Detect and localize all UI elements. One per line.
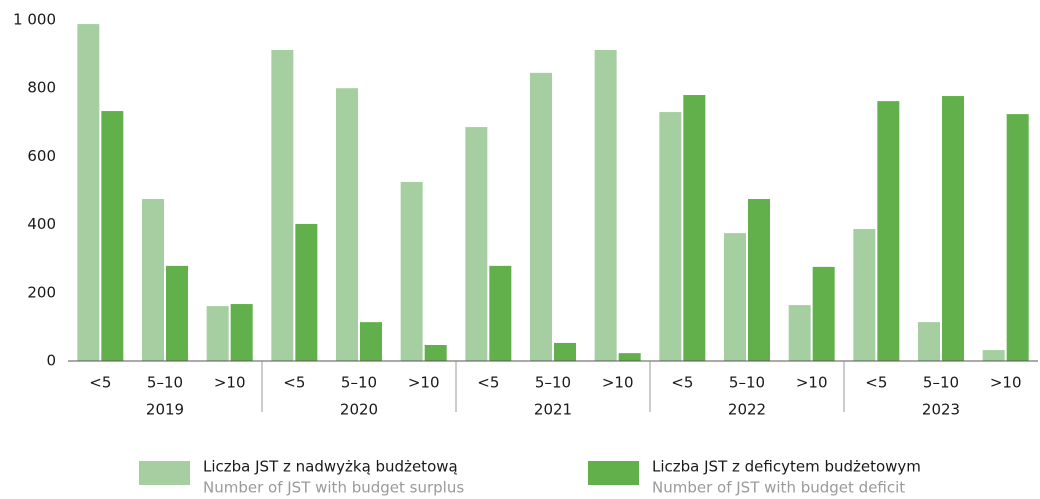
x-tick-label: 5–10 — [535, 374, 571, 392]
legend-swatch — [139, 461, 190, 485]
bar — [918, 322, 940, 361]
bar — [77, 24, 100, 361]
x-tick-label: >10 — [796, 374, 828, 392]
group-label: 2019 — [146, 401, 184, 419]
bar — [877, 101, 900, 362]
y-tick-label: 800 — [27, 79, 56, 97]
x-tick-label: 5–10 — [729, 374, 765, 392]
bar — [271, 50, 294, 362]
x-tick-label: >10 — [602, 374, 634, 392]
legend-label: Liczba JST z deficytem budżetowym — [652, 458, 921, 476]
x-tick-label: >10 — [408, 374, 440, 392]
legend-label-secondary: Number of JST with budget deficit — [652, 479, 905, 497]
legend-swatch — [588, 461, 639, 485]
bar — [166, 265, 188, 361]
bar — [594, 50, 617, 362]
bar — [812, 266, 835, 361]
y-tick-label: 200 — [27, 283, 56, 301]
bar — [659, 112, 682, 361]
y-tick-label: 400 — [27, 215, 56, 233]
y-tick-label: 600 — [27, 147, 56, 165]
group-label: 2021 — [534, 401, 572, 419]
bar — [465, 127, 488, 361]
bar — [530, 72, 552, 361]
x-tick-label: <5 — [671, 374, 693, 392]
bar — [400, 181, 423, 361]
x-tick-label: 5–10 — [147, 374, 183, 392]
x-tick-label: >10 — [214, 374, 246, 392]
bar — [230, 304, 253, 361]
bar — [101, 111, 124, 361]
group-label: 2022 — [728, 401, 766, 419]
bar — [489, 265, 512, 361]
bar — [554, 342, 576, 361]
bar — [853, 229, 876, 361]
bar — [1006, 114, 1029, 361]
x-tick-label: 5–10 — [341, 374, 377, 392]
y-tick-label: 0 — [46, 352, 56, 370]
x-tick-label: <5 — [477, 374, 499, 392]
bar — [424, 344, 447, 361]
bar — [336, 88, 358, 361]
group-label: 2020 — [340, 401, 378, 419]
x-tick-label: <5 — [865, 374, 887, 392]
x-tick-label: <5 — [283, 374, 305, 392]
x-tick-label: >10 — [990, 374, 1022, 392]
x-tick-label: <5 — [89, 374, 111, 392]
bar — [142, 199, 164, 361]
bar — [942, 96, 964, 361]
bar — [683, 95, 706, 362]
bar — [982, 350, 1005, 361]
bar — [724, 233, 746, 361]
bar — [618, 353, 641, 361]
y-tick-label: 1 000 — [13, 11, 56, 29]
legend-label: Liczba JST z nadwyżką budżetową — [203, 458, 458, 476]
group-label: 2023 — [922, 401, 960, 419]
legend-label-secondary: Number of JST with budget surplus — [203, 479, 464, 497]
bar — [360, 322, 382, 361]
bar — [206, 306, 229, 361]
x-tick-label: 5–10 — [923, 374, 959, 392]
bar — [748, 199, 770, 361]
bar — [295, 223, 318, 361]
bar — [788, 305, 811, 361]
